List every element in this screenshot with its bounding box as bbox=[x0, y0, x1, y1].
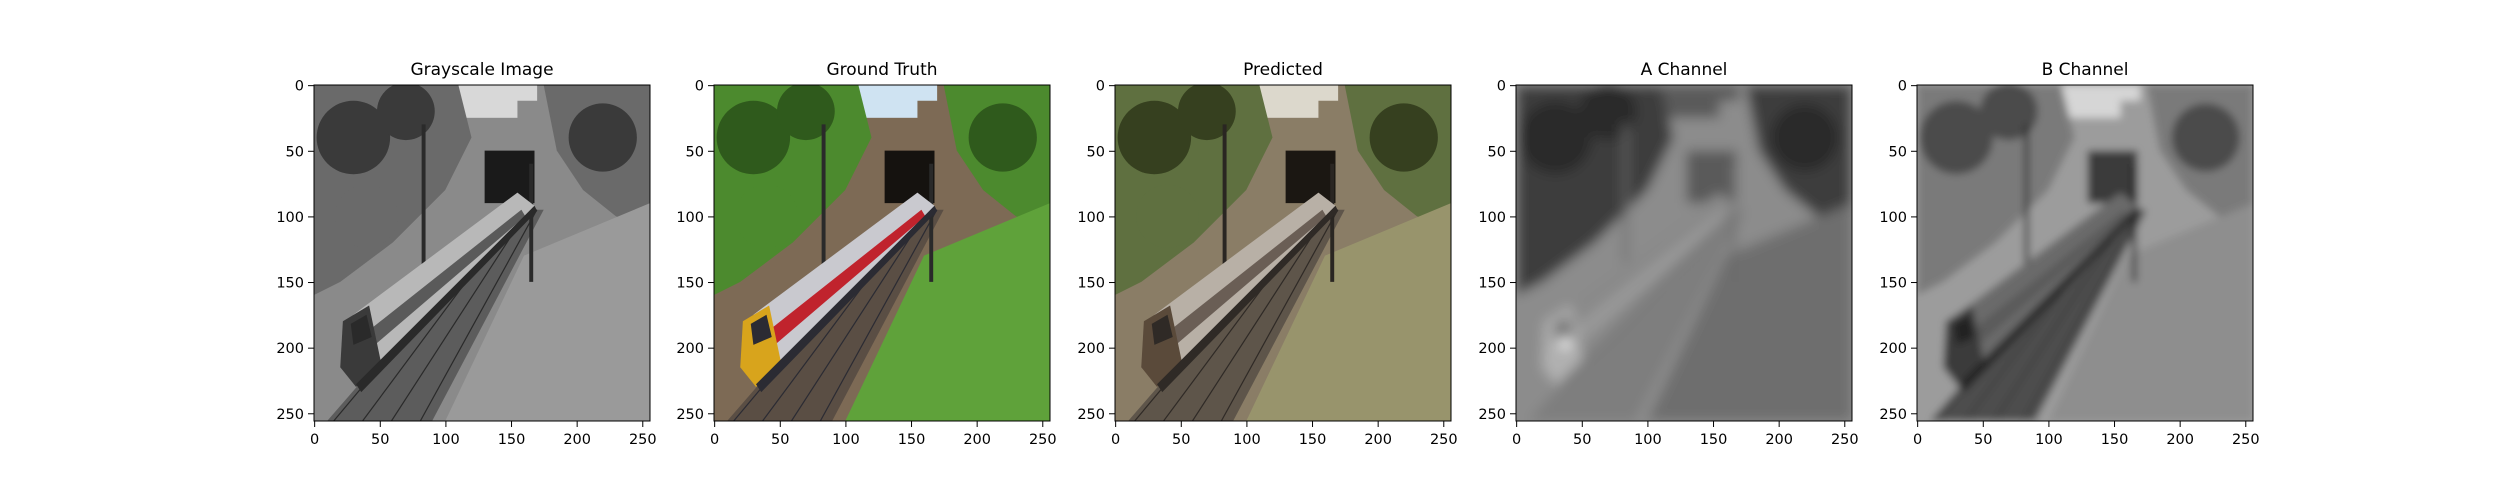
axes-frame bbox=[1114, 84, 1452, 422]
y-tick-label: 0 bbox=[295, 79, 304, 95]
x-tick-label: 0 bbox=[710, 432, 719, 448]
panel-title: Predicted bbox=[1243, 60, 1323, 80]
scene-image bbox=[314, 85, 650, 421]
y-tick-label: 50 bbox=[686, 144, 704, 160]
y-tick-label: 200 bbox=[1879, 341, 1907, 357]
panel-a-channel: A Channel 0 0 50 50 100 100 150 150 200 200 250 250 bbox=[1478, 0, 1916, 500]
y-tick-label: 150 bbox=[276, 276, 304, 292]
x-tick-label: 100 bbox=[832, 432, 860, 448]
x-tick-label: 200 bbox=[963, 432, 991, 448]
y-tick-label: 100 bbox=[276, 210, 304, 226]
x-tick-label: 0 bbox=[310, 432, 319, 448]
x-tick-label: 200 bbox=[1765, 432, 1793, 448]
x-tick-label: 50 bbox=[1172, 432, 1190, 448]
y-tick-label: 50 bbox=[1889, 144, 1907, 160]
x-tick-label: 50 bbox=[1974, 432, 1992, 448]
y-tick-label: 150 bbox=[1077, 276, 1105, 292]
x-tick-label: 150 bbox=[2101, 432, 2129, 448]
y-tick-label: 150 bbox=[1879, 276, 1907, 292]
y-tick-label: 100 bbox=[1879, 210, 1907, 226]
panel-title: Grayscale Image bbox=[410, 60, 554, 80]
panel-axes: 0 0 50 50 100 100 150 150 200 200 250 250 bbox=[676, 79, 1057, 448]
panel-predicted: Predicted 0 0 50 50 100 100 150 150 200 200 250 250 bbox=[1077, 0, 1515, 500]
x-tick-label: 250 bbox=[629, 432, 657, 448]
y-tick-label: 50 bbox=[286, 144, 304, 160]
y-tick-label: 100 bbox=[1077, 210, 1105, 226]
y-tick-label: 150 bbox=[676, 276, 704, 292]
y-tick-label: 250 bbox=[276, 407, 304, 423]
y-tick-label: 100 bbox=[676, 210, 704, 226]
axes-frame bbox=[1916, 84, 2254, 422]
y-tick-label: 0 bbox=[1898, 79, 1907, 95]
y-tick-label: 250 bbox=[1478, 407, 1506, 423]
y-tick-label: 200 bbox=[1478, 341, 1506, 357]
y-tick-label: 250 bbox=[1077, 407, 1105, 423]
panel-title: A Channel bbox=[1640, 60, 1728, 80]
x-tick-label: 0 bbox=[1913, 432, 1922, 448]
panel-grayscale-image: Grayscale Image 0 0 50 50 100 100 150 150 200 200… bbox=[276, 0, 714, 500]
y-tick-label: 200 bbox=[276, 341, 304, 357]
scene-image bbox=[714, 85, 1050, 421]
x-tick-label: 150 bbox=[1700, 432, 1728, 448]
scene-image bbox=[1917, 85, 2253, 421]
panel-axes: 0 0 50 50 100 100 150 150 200 200 250 250 bbox=[1879, 79, 2260, 448]
panel-title: B Channel bbox=[2041, 60, 2129, 80]
x-tick-label: 100 bbox=[1233, 432, 1261, 448]
x-tick-label: 50 bbox=[771, 432, 789, 448]
y-tick-label: 0 bbox=[1497, 79, 1506, 95]
x-tick-label: 0 bbox=[1512, 432, 1521, 448]
panel-title: Ground Truth bbox=[826, 60, 938, 80]
x-tick-label: 150 bbox=[1299, 432, 1327, 448]
x-tick-label: 100 bbox=[1634, 432, 1662, 448]
x-tick-label: 100 bbox=[432, 432, 460, 448]
panel-b-channel: B Channel 0 0 50 50 100 100 150 150 200 200 250 250 bbox=[1879, 0, 2317, 500]
x-tick-label: 150 bbox=[898, 432, 926, 448]
y-tick-label: 150 bbox=[1478, 276, 1506, 292]
panel-axes: 0 0 50 50 100 100 150 150 200 200 250 250 bbox=[1478, 79, 1859, 448]
y-tick-label: 250 bbox=[1879, 407, 1907, 423]
y-tick-label: 0 bbox=[695, 79, 704, 95]
x-tick-label: 250 bbox=[1029, 432, 1057, 448]
y-tick-label: 200 bbox=[1077, 341, 1105, 357]
x-tick-label: 50 bbox=[1573, 432, 1591, 448]
y-tick-label: 200 bbox=[676, 341, 704, 357]
y-tick-label: 250 bbox=[676, 407, 704, 423]
panel-ground-truth: Ground Truth 0 0 50 50 100 100 150 150 200 200 250… bbox=[676, 0, 1114, 500]
axes-frame bbox=[313, 84, 651, 422]
x-tick-label: 200 bbox=[1364, 432, 1392, 448]
y-tick-label: 100 bbox=[1478, 210, 1506, 226]
panel-axes: 0 0 50 50 100 100 150 150 200 200 250 250 bbox=[1077, 79, 1458, 448]
axes-frame bbox=[1515, 84, 1853, 422]
y-tick-label: 0 bbox=[1096, 79, 1105, 95]
y-tick-label: 50 bbox=[1087, 144, 1105, 160]
x-tick-label: 150 bbox=[498, 432, 526, 448]
x-tick-label: 250 bbox=[1430, 432, 1458, 448]
x-tick-label: 50 bbox=[371, 432, 389, 448]
scene-image bbox=[1516, 85, 1852, 421]
x-tick-label: 100 bbox=[2035, 432, 2063, 448]
panel-axes: 0 0 50 50 100 100 150 150 200 200 250 250 bbox=[276, 79, 657, 448]
x-tick-label: 200 bbox=[563, 432, 591, 448]
x-tick-label: 0 bbox=[1111, 432, 1120, 448]
y-tick-label: 50 bbox=[1488, 144, 1506, 160]
x-tick-label: 250 bbox=[1831, 432, 1859, 448]
scene-image bbox=[1115, 85, 1451, 421]
x-tick-label: 200 bbox=[2166, 432, 2194, 448]
axes-frame bbox=[713, 84, 1051, 422]
x-tick-label: 250 bbox=[2232, 432, 2260, 448]
